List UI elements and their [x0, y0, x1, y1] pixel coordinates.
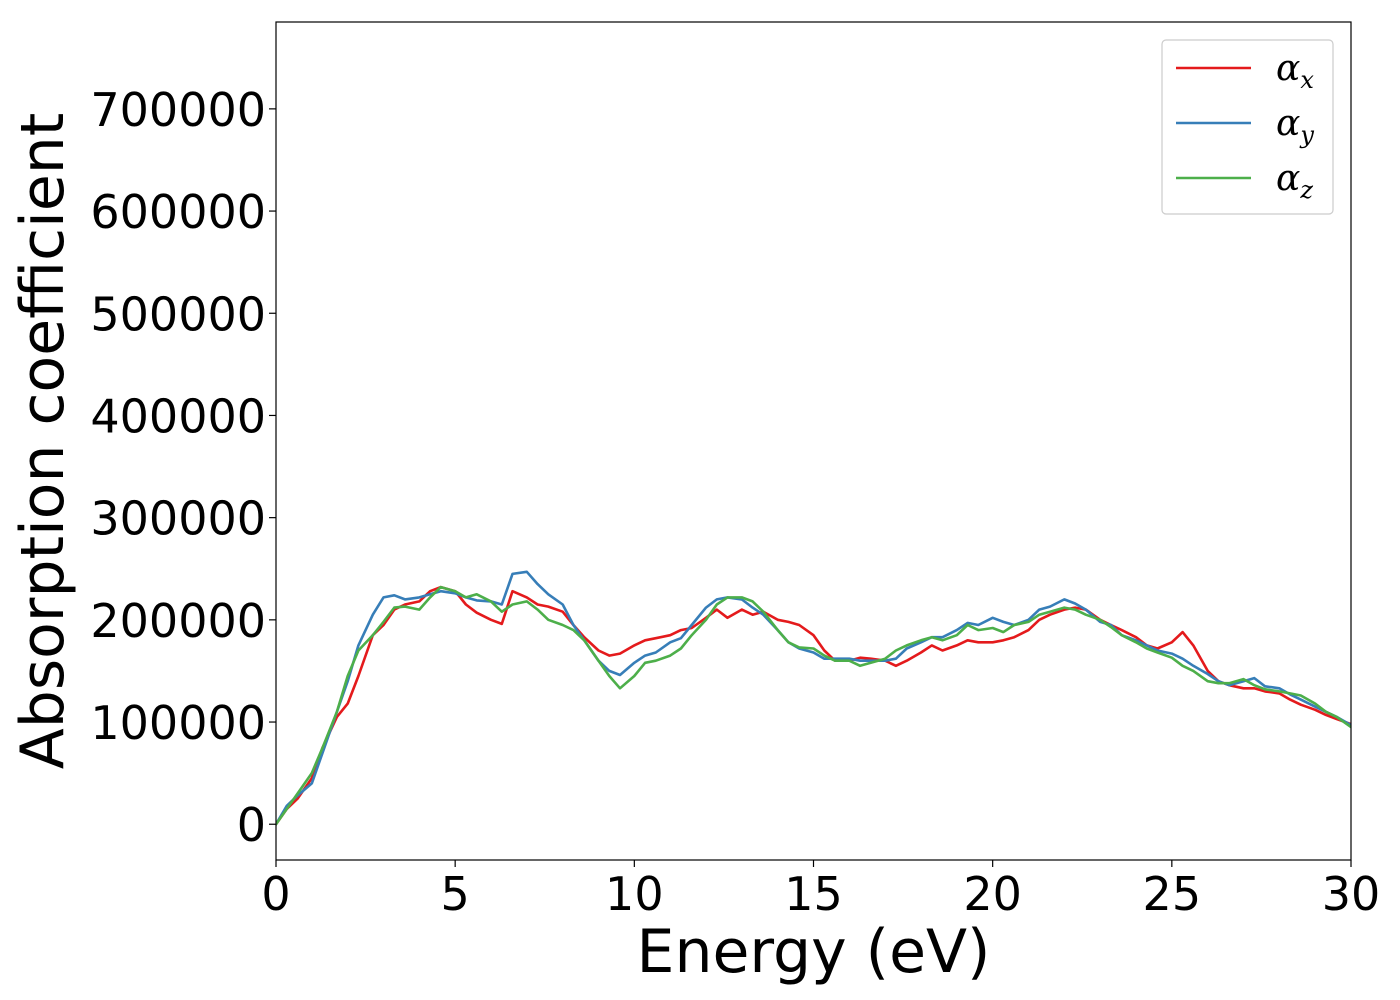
legend-box	[1161, 39, 1334, 215]
x-axis-ticks: 0 5 10 15 20 25 30	[261, 860, 1380, 921]
y-tick-label: 200000	[90, 594, 266, 648]
series-line-z	[276, 585, 1351, 826]
x-tick-label: 20	[963, 867, 1022, 921]
legend-subscript: x	[1300, 66, 1314, 94]
legend-symbol: α	[1276, 158, 1300, 199]
legend-label-x: αx	[1276, 48, 1314, 94]
y-tick-label: 100000	[90, 696, 266, 750]
legend-label-z: αz	[1276, 158, 1313, 204]
y-axis-ticks: 0 100000 200000 300000 400000 500000 600000 700…	[90, 83, 276, 852]
y-tick-label: 0	[237, 798, 266, 852]
data-lines	[276, 570, 1351, 826]
y-tick-label: 300000	[90, 492, 266, 546]
x-tick-label: 25	[1143, 867, 1202, 921]
x-tick-label: 30	[1322, 867, 1381, 921]
y-axis-title: Absorption coefficient	[8, 113, 78, 770]
legend-subscript: z	[1299, 176, 1313, 204]
legend-label-y: αy	[1276, 103, 1314, 149]
legend-subscript: y	[1299, 121, 1314, 149]
x-tick-label: 5	[441, 867, 470, 921]
x-axis-title: Energy (eV)	[637, 917, 991, 987]
legend-symbol: α	[1276, 48, 1300, 89]
y-tick-label: 500000	[90, 287, 266, 341]
series-line-x	[276, 585, 1351, 826]
y-tick-label: 400000	[90, 389, 266, 443]
x-tick-label: 0	[261, 867, 290, 921]
y-tick-label: 700000	[90, 83, 266, 137]
x-tick-label: 15	[784, 867, 843, 921]
legend-symbol: α	[1276, 103, 1300, 144]
y-tick-label: 600000	[90, 185, 266, 239]
series-line-y	[276, 570, 1351, 826]
x-tick-label: 10	[605, 867, 664, 921]
